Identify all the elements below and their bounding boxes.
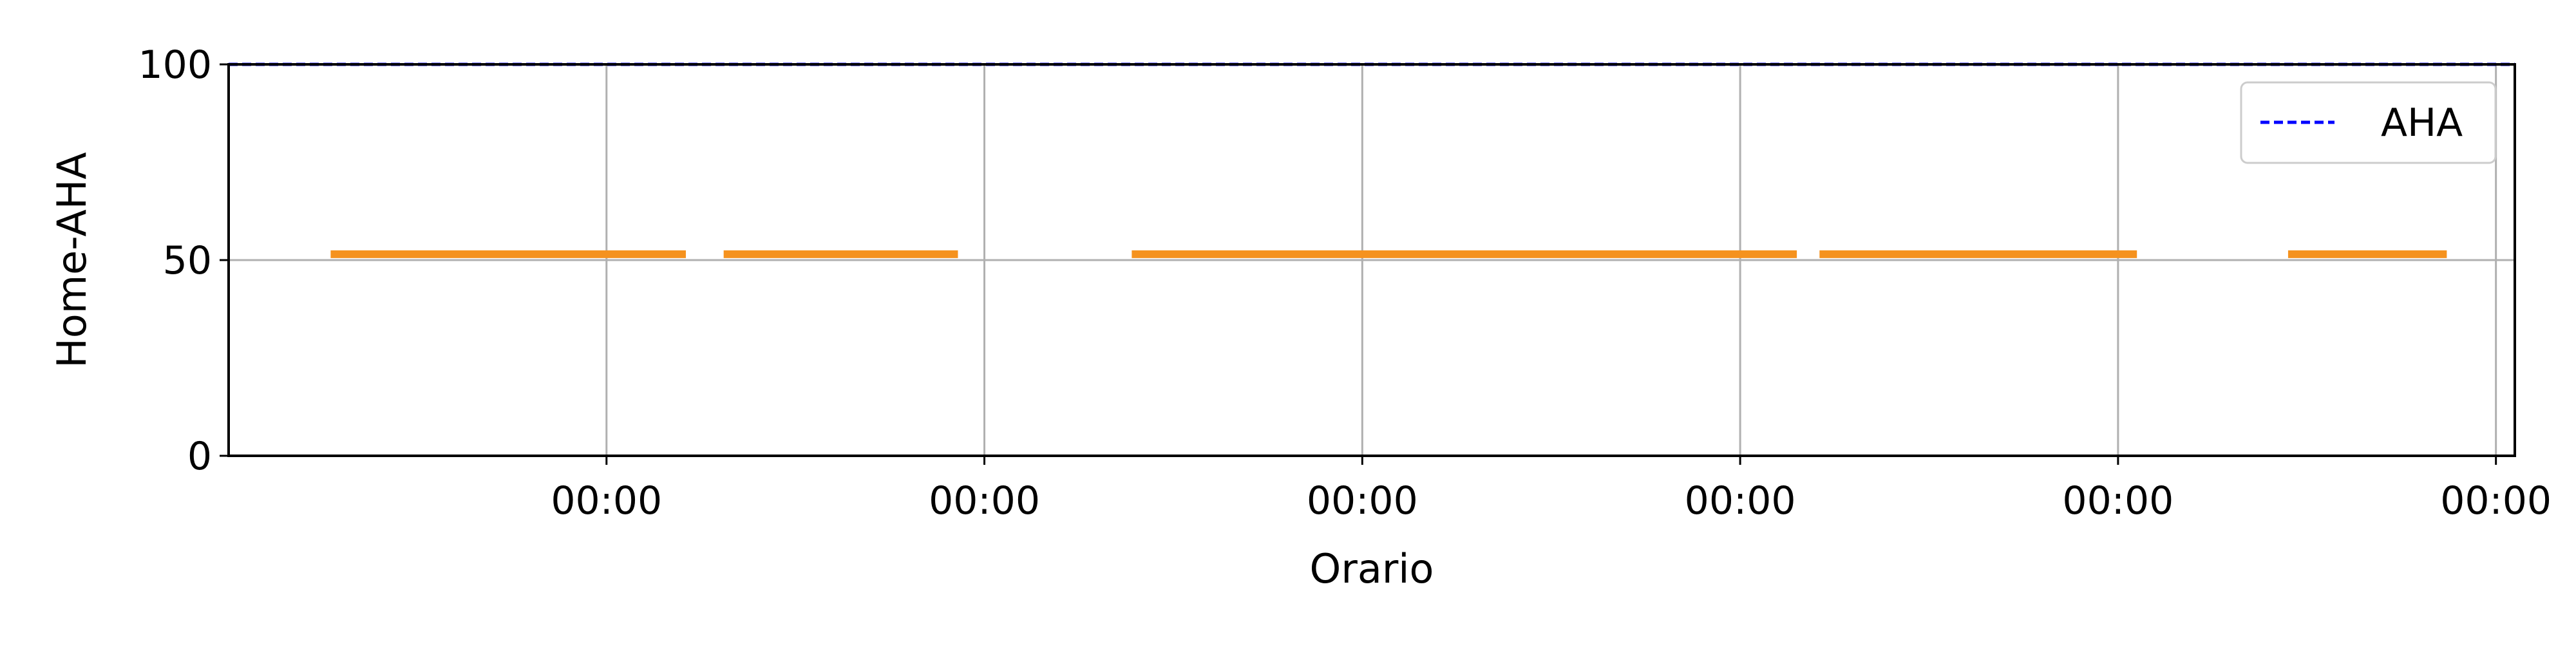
x-tick-label: 00:00 [929, 478, 1040, 523]
y-tick-label: 50 [163, 238, 212, 283]
y-axis-label: Home-AHA [48, 152, 95, 368]
x-axis-label: Orario [1310, 545, 1434, 592]
grid-layer [229, 63, 2515, 457]
legend-label-aha: AHA [2381, 100, 2463, 145]
tick-layer: 00:00 00:00 00:00 00:00 00:00 00:00 0 50 100 [138, 42, 2552, 523]
x-tick-label: 00:00 [1307, 478, 1418, 523]
x-tick-label: 00:00 [2440, 478, 2552, 523]
x-tick-label: 00:00 [1685, 478, 1796, 523]
x-tick-label: 00:00 [551, 478, 662, 523]
y-tick-label: 100 [138, 42, 212, 88]
y-tick-label: 0 [187, 434, 212, 479]
legend-box [2240, 81, 2497, 164]
legend: AHA [2240, 81, 2497, 164]
series-layer [229, 62, 2515, 258]
x-tick-label: 00:00 [2062, 478, 2174, 523]
